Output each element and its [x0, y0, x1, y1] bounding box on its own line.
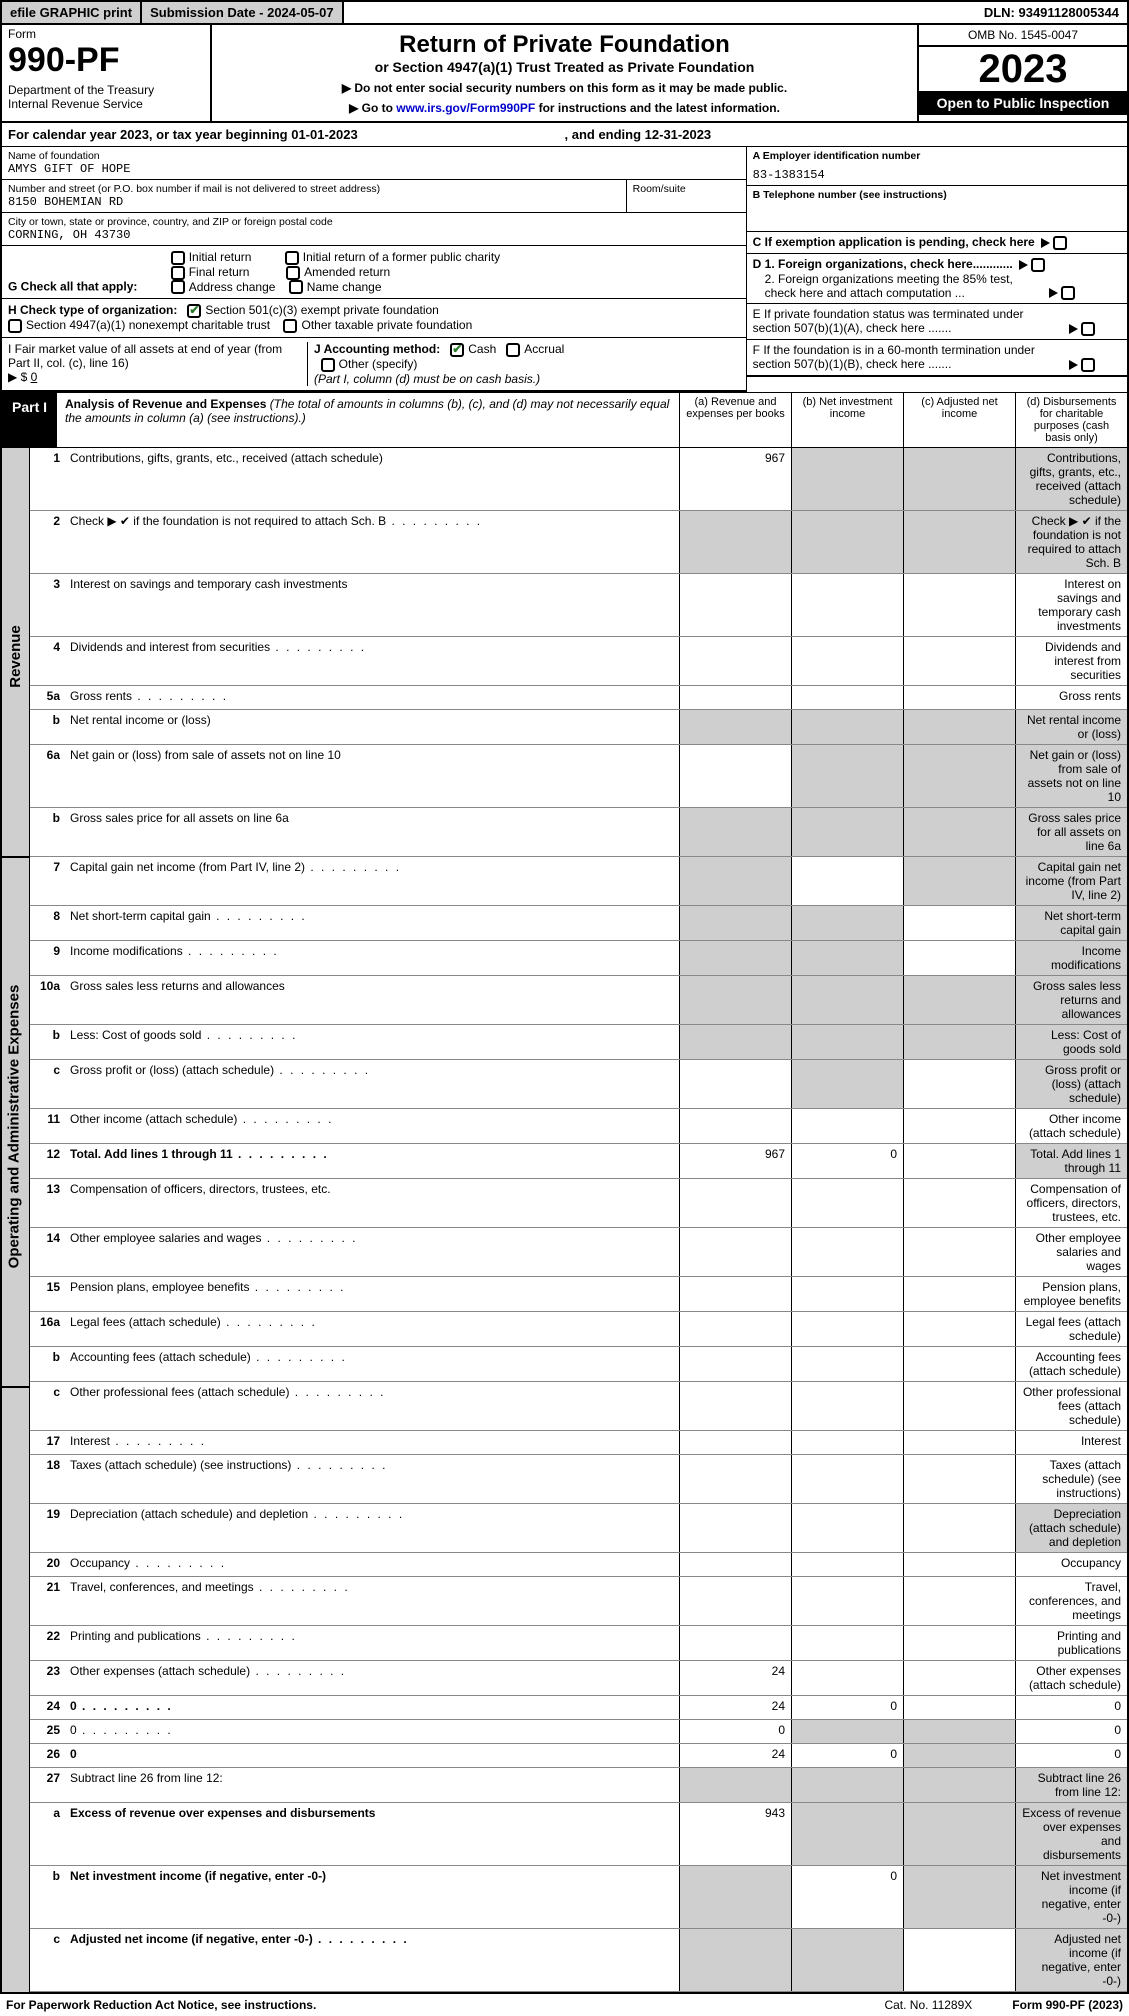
chk-amended[interactable] [286, 266, 300, 280]
chk-other-taxable[interactable] [283, 319, 297, 333]
table-row: 18Taxes (attach schedule) (see instructi… [30, 1455, 1127, 1504]
dept-treasury: Department of the Treasury [8, 83, 204, 97]
efile-label: efile GRAPHIC print [2, 2, 142, 23]
table-row: 2Check ▶ ✔ if the foundation is not requ… [30, 511, 1127, 574]
table-row: bNet investment income (if negative, ent… [30, 1866, 1127, 1929]
dln: DLN: 93491128005344 [976, 2, 1127, 23]
table-row: 4Dividends and interest from securitiesD… [30, 637, 1127, 686]
col-a-header: (a) Revenue and expenses per books [679, 393, 791, 447]
table-row: bGross sales price for all assets on lin… [30, 808, 1127, 857]
table-row: 23Other expenses (attach schedule)24Othe… [30, 1661, 1127, 1696]
chk-other-method[interactable] [321, 358, 335, 372]
chk-f[interactable] [1081, 358, 1095, 372]
instr-2: ▶ Go to www.irs.gov/Form990PF for instru… [218, 101, 911, 115]
table-row: 2602400 [30, 1744, 1127, 1768]
city-cell: City or town, state or province, country… [2, 213, 746, 246]
topbar: efile GRAPHIC print Submission Date - 20… [0, 0, 1129, 25]
table-row: 1Contributions, gifts, grants, etc., rec… [30, 448, 1127, 511]
chk-accrual[interactable] [506, 343, 520, 357]
table-row: 6aNet gain or (loss) from sale of assets… [30, 745, 1127, 808]
table-row: 22Printing and publicationsPrinting and … [30, 1626, 1127, 1661]
col-b-header: (b) Net investment income [791, 393, 903, 447]
table-row: cAdjusted net income (if negative, enter… [30, 1929, 1127, 1992]
table-row: 16aLegal fees (attach schedule)Legal fee… [30, 1312, 1127, 1347]
irs-label: Internal Revenue Service [8, 97, 204, 111]
block-f: F If the foundation is in a 60-month ter… [747, 340, 1127, 377]
table-row: 8Net short-term capital gainNet short-te… [30, 906, 1127, 941]
block-h: H Check type of organization: Section 50… [2, 299, 746, 338]
table-row: 9Income modificationsIncome modification… [30, 941, 1127, 976]
block-e: E If private foundation status was termi… [747, 304, 1127, 340]
table-row: bNet rental income or (loss)Net rental i… [30, 710, 1127, 745]
table-row: 14Other employee salaries and wagesOther… [30, 1228, 1127, 1277]
calendar-year-line: For calendar year 2023, or tax year begi… [0, 123, 1129, 147]
table-row: 21Travel, conferences, and meetingsTrave… [30, 1577, 1127, 1626]
foundation-name-cell: Name of foundation AMYS GIFT OF HOPE [2, 147, 746, 180]
table-row: 17InterestInterest [30, 1431, 1127, 1455]
chk-4947a1[interactable] [8, 319, 22, 333]
form-subtitle: or Section 4947(a)(1) Trust Treated as P… [218, 59, 911, 75]
table-row: 5aGross rentsGross rents [30, 686, 1127, 710]
table-row: 12Total. Add lines 1 through 119670Total… [30, 1144, 1127, 1179]
room-cell: Room/suite [626, 180, 746, 213]
form-number: 990-PF [8, 43, 204, 77]
main-table: Revenue Operating and Administrative Exp… [0, 448, 1129, 1994]
chk-d1[interactable] [1031, 258, 1045, 272]
phone-cell: B Telephone number (see instructions) [747, 186, 1127, 232]
ein-cell: A Employer identification number 83-1383… [747, 147, 1127, 186]
chk-addr-change[interactable] [171, 280, 185, 294]
open-to-public: Open to Public Inspection [919, 91, 1127, 115]
form-header: Form 990-PF Department of the Treasury I… [0, 25, 1129, 123]
address-cell: Number and street (or P.O. box number if… [2, 180, 626, 213]
block-i-j: I Fair market value of all assets at end… [2, 338, 746, 392]
table-row: 11Other income (attach schedule)Other in… [30, 1109, 1127, 1144]
table-row: bLess: Cost of goods soldLess: Cost of g… [30, 1025, 1127, 1060]
sidebar-revenue: Revenue [7, 625, 24, 688]
chk-former-charity[interactable] [285, 251, 299, 265]
submission-date: Submission Date - 2024-05-07 [142, 2, 344, 23]
table-row: 15Pension plans, employee benefitsPensio… [30, 1277, 1127, 1312]
table-row: 3Interest on savings and temporary cash … [30, 574, 1127, 637]
form-word: Form [8, 27, 204, 41]
sidebar-expenses: Operating and Administrative Expenses [5, 984, 22, 1268]
col-d-header: (d) Disbursements for charitable purpose… [1015, 393, 1127, 447]
chk-initial-return[interactable] [171, 251, 185, 265]
table-row: 10aGross sales less returns and allowanc… [30, 976, 1127, 1025]
chk-d2[interactable] [1061, 286, 1075, 300]
table-row: 20OccupancyOccupancy [30, 1553, 1127, 1577]
irs-link[interactable]: www.irs.gov/Form990PF [396, 101, 535, 115]
table-row: 2402400 [30, 1696, 1127, 1720]
table-row: cOther professional fees (attach schedul… [30, 1382, 1127, 1431]
part-1-header: Part I Analysis of Revenue and Expenses … [0, 392, 1129, 448]
table-row: 13Compensation of officers, directors, t… [30, 1179, 1127, 1228]
chk-c[interactable] [1053, 236, 1067, 250]
instr-1: ▶ Do not enter social security numbers o… [218, 81, 911, 95]
chk-final-return[interactable] [171, 266, 185, 280]
table-row: 7Capital gain net income (from Part IV, … [30, 857, 1127, 906]
chk-501c3[interactable] [187, 304, 201, 318]
table-row: bAccounting fees (attach schedule)Accoun… [30, 1347, 1127, 1382]
col-c-header: (c) Adjusted net income [903, 393, 1015, 447]
table-row: cGross profit or (loss) (attach schedule… [30, 1060, 1127, 1109]
chk-e[interactable] [1081, 322, 1095, 336]
form-title: Return of Private Foundation [218, 31, 911, 59]
omb-number: OMB No. 1545-0047 [919, 25, 1127, 47]
chk-name-change[interactable] [289, 280, 303, 294]
block-c: C If exemption application is pending, c… [747, 232, 1127, 254]
table-row: 19Depreciation (attach schedule) and dep… [30, 1504, 1127, 1553]
chk-cash[interactable] [450, 343, 464, 357]
block-d: D 1. Foreign organizations, check here..… [747, 254, 1127, 305]
footer: For Paperwork Reduction Act Notice, see … [0, 1994, 1129, 2016]
block-g: G Check all that apply: Initial return I… [2, 246, 746, 299]
table-row: aExcess of revenue over expenses and dis… [30, 1803, 1127, 1866]
table-row: 25000 [30, 1720, 1127, 1744]
tax-year: 2023 [919, 47, 1127, 91]
